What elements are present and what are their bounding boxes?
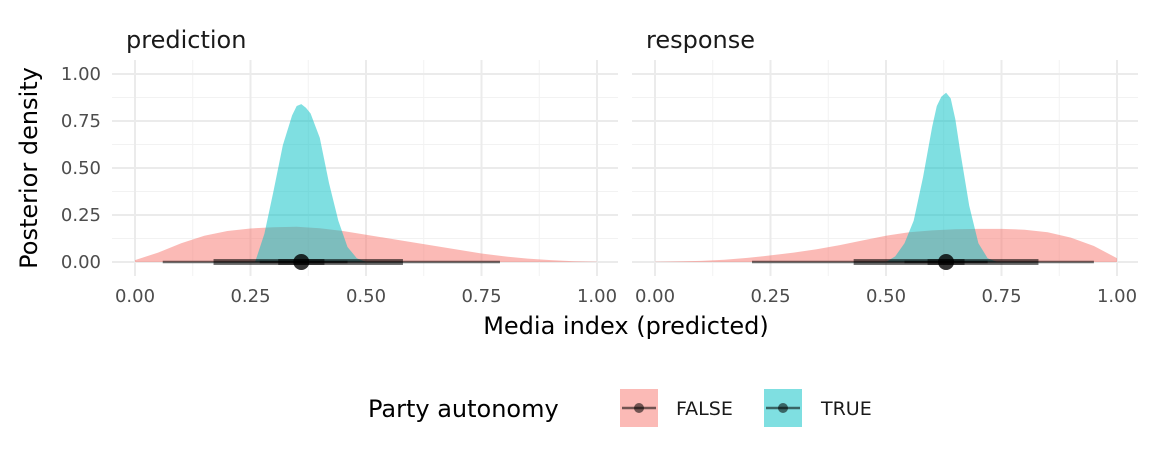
- panel-title: response: [646, 26, 755, 54]
- legend-key-false-point: [634, 403, 644, 413]
- legend: Party autonomy FALSE TRUE: [368, 389, 872, 427]
- interval-true: [904, 254, 988, 270]
- x-axis-title: Media index (predicted): [483, 312, 769, 340]
- x-tick-labels: 0.00 0.25 0.50 0.75 1.00: [635, 286, 1137, 307]
- point-estimate: [938, 254, 955, 270]
- y-tick-label: 1.00: [61, 64, 101, 85]
- y-tick-label: 0.75: [61, 111, 101, 132]
- x-tick-label: 0.00: [635, 286, 675, 307]
- point-estimate: [293, 254, 310, 270]
- x-tick-labels: 0.00 0.25 0.50 0.75 1.00: [115, 286, 617, 307]
- legend-title: Party autonomy: [368, 395, 559, 423]
- density-true: [886, 92, 997, 262]
- panel-title: prediction: [126, 26, 246, 54]
- x-tick-label: 0.75: [461, 286, 501, 307]
- y-axis-title: Posterior density: [15, 67, 43, 269]
- y-tick-labels: 0.00 0.25 0.50 0.75 1.00: [61, 64, 101, 273]
- interval-true: [259, 254, 348, 270]
- y-tick-label: 0.25: [61, 205, 101, 226]
- x-tick-label: 0.75: [981, 286, 1021, 307]
- legend-label-false: FALSE: [676, 398, 733, 420]
- x-tick-label: 0.00: [115, 286, 155, 307]
- density-true: [255, 104, 366, 262]
- x-tick-label: 0.25: [750, 286, 790, 307]
- density-false: [655, 228, 1117, 262]
- x-tick-label: 1.00: [577, 286, 617, 307]
- x-tick-label: 1.00: [1097, 286, 1137, 307]
- x-tick-label: 0.25: [230, 286, 270, 307]
- legend-label-true: TRUE: [820, 398, 872, 420]
- y-tick-label: 0.50: [61, 158, 101, 179]
- legend-item-true: TRUE: [764, 389, 872, 427]
- density-false: [135, 226, 597, 262]
- legend-key-true-point: [778, 403, 788, 413]
- legend-item-false: FALSE: [620, 389, 733, 427]
- y-tick-label: 0.00: [61, 252, 101, 273]
- x-tick-label: 0.50: [866, 286, 906, 307]
- panel-response: response 0.00 0.25 0.50 0.75 1.00: [632, 26, 1138, 307]
- x-tick-label: 0.50: [346, 286, 386, 307]
